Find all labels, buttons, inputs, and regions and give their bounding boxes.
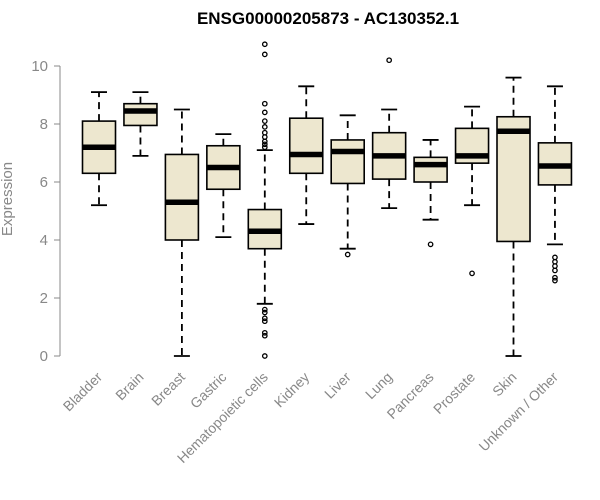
x-tick-label: Prostate: [430, 369, 478, 417]
outlier-point: [552, 267, 558, 274]
y-tick-label: 4: [40, 232, 48, 249]
outlier-point: [261, 109, 268, 116]
outlier-point: [261, 332, 268, 339]
boxes: [81, 41, 573, 359]
box-group: [454, 105, 490, 277]
box-group: [81, 91, 117, 207]
outlier-point: [427, 241, 434, 248]
x-tick-label: Kidney: [271, 369, 313, 411]
y-tick-label: 10: [31, 58, 48, 75]
y-tick-label: 8: [40, 116, 48, 133]
box-iqr: [496, 115, 531, 243]
box-group: [247, 41, 283, 359]
y-axis: 0 2 4 6 8 10: [31, 58, 61, 365]
outlier-point: [261, 118, 268, 124]
box-group: [496, 76, 531, 357]
outlier-point: [261, 315, 268, 322]
box-iqr: [123, 102, 158, 127]
outlier-point: [261, 353, 268, 359]
outlier-point: [261, 124, 268, 130]
outlier-point: [552, 277, 558, 284]
outlier-point: [552, 274, 558, 281]
y-axis-label: Expression: [0, 162, 16, 236]
box-group: [164, 108, 200, 357]
box-group: [371, 57, 407, 210]
box-group: [330, 114, 366, 258]
outlier-point: [261, 141, 268, 148]
x-tick-label: Bladder: [60, 369, 106, 415]
x-tick-label: Skin: [489, 369, 520, 400]
outlier-point: [261, 309, 268, 316]
outlier-point: [386, 57, 392, 64]
box-iqr: [288, 117, 324, 175]
outlier-point: [261, 318, 268, 325]
box-group: [537, 85, 573, 284]
box-iqr: [413, 156, 448, 183]
outlier-point: [261, 144, 268, 151]
x-tick-label: Unknown / Other: [475, 369, 561, 455]
outlier-point: [261, 51, 268, 58]
outlier-point: [261, 100, 268, 107]
outlier-point: [261, 41, 268, 48]
box-group: [413, 139, 448, 248]
y-tick-label: 0: [40, 348, 48, 365]
box-group: [123, 91, 158, 157]
outlier-point: [469, 270, 475, 277]
outlier-point: [261, 138, 268, 145]
x-tick-label: Lung: [362, 369, 395, 402]
outlier-point: [261, 329, 268, 336]
y-tick-label: 2: [40, 290, 48, 307]
outlier-point: [344, 251, 351, 258]
x-tick-label: Liver: [321, 369, 354, 402]
x-tick-label: Brain: [112, 369, 146, 403]
outlier-point: [261, 306, 268, 313]
chart-title: ENSG00000205873 - AC130352.1: [197, 9, 459, 28]
box-group: [206, 133, 241, 239]
y-tick-label: 6: [40, 174, 48, 191]
box-iqr: [330, 139, 366, 185]
box-iqr: [164, 153, 200, 241]
x-tick-label: Breast: [148, 369, 188, 409]
box-group: [288, 85, 324, 225]
